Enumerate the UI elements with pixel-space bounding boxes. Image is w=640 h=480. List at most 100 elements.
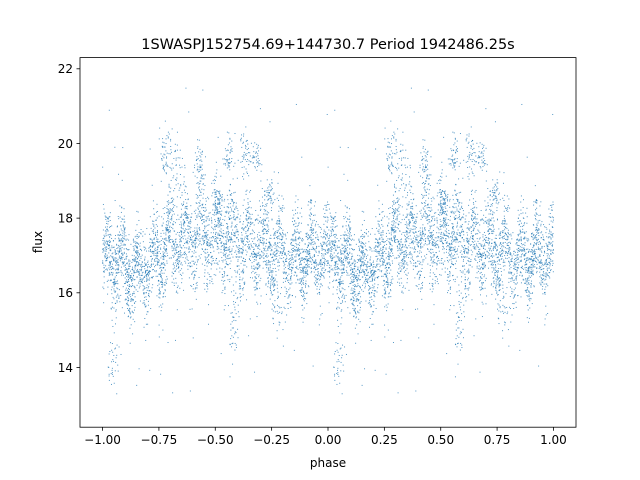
data-point xyxy=(137,211,139,213)
data-point xyxy=(161,272,163,274)
data-point xyxy=(520,259,522,261)
data-point xyxy=(152,223,154,225)
data-point xyxy=(493,186,495,188)
data-point xyxy=(240,248,242,250)
data-point xyxy=(493,280,495,282)
data-point xyxy=(306,292,308,294)
data-point xyxy=(228,165,230,167)
data-point xyxy=(436,244,438,246)
data-point xyxy=(273,260,275,262)
data-point xyxy=(434,282,436,284)
data-point xyxy=(257,144,259,146)
data-point xyxy=(229,248,231,250)
data-point xyxy=(332,293,334,295)
data-point xyxy=(446,222,448,224)
data-point xyxy=(319,273,321,275)
data-point xyxy=(301,270,303,272)
data-point xyxy=(485,239,487,241)
data-point xyxy=(134,302,136,304)
data-point xyxy=(123,262,125,264)
data-point xyxy=(354,284,356,286)
data-point xyxy=(289,254,291,256)
data-point xyxy=(495,234,497,236)
data-point xyxy=(458,290,460,292)
data-point xyxy=(202,230,204,232)
data-point xyxy=(260,222,262,224)
data-point xyxy=(494,272,496,274)
data-point xyxy=(302,291,304,293)
data-point xyxy=(393,240,395,242)
data-point xyxy=(192,337,194,339)
data-point xyxy=(218,233,220,235)
data-point xyxy=(422,261,424,263)
data-point xyxy=(450,246,452,248)
data-point xyxy=(391,138,392,140)
data-point xyxy=(449,198,451,200)
data-point xyxy=(448,252,450,254)
data-point xyxy=(441,190,443,192)
data-point xyxy=(341,309,343,311)
data-point xyxy=(225,164,227,166)
data-point xyxy=(424,212,426,214)
data-point xyxy=(495,278,497,280)
data-point xyxy=(522,279,524,281)
data-point xyxy=(137,250,139,252)
data-point xyxy=(402,262,404,264)
data-point xyxy=(450,305,452,307)
data-point xyxy=(428,189,430,191)
data-point xyxy=(401,259,403,261)
data-point xyxy=(200,216,202,218)
data-point xyxy=(202,197,204,199)
data-point xyxy=(376,251,378,253)
data-point xyxy=(528,270,530,272)
data-point xyxy=(217,262,219,264)
data-point xyxy=(330,230,332,232)
data-point xyxy=(420,240,422,242)
data-point xyxy=(534,243,536,245)
data-point xyxy=(254,289,256,291)
data-point xyxy=(489,190,491,192)
data-point xyxy=(513,295,515,297)
data-point xyxy=(148,250,150,252)
data-point xyxy=(452,225,454,227)
data-point xyxy=(321,273,323,275)
data-point xyxy=(453,166,455,168)
data-point xyxy=(412,237,414,239)
data-point xyxy=(552,241,554,243)
data-point xyxy=(440,228,442,230)
data-point xyxy=(393,200,395,202)
data-point xyxy=(140,280,142,282)
data-point xyxy=(368,276,370,278)
data-point xyxy=(209,282,211,284)
data-point xyxy=(185,186,187,188)
data-point xyxy=(421,287,423,289)
data-point xyxy=(281,238,283,240)
data-point xyxy=(112,258,114,260)
data-point xyxy=(126,238,128,240)
data-point xyxy=(378,243,380,245)
data-point xyxy=(309,201,311,203)
data-point xyxy=(381,236,383,238)
data-point xyxy=(504,255,506,257)
data-point xyxy=(183,232,184,234)
data-point xyxy=(457,205,459,207)
data-point xyxy=(272,278,274,280)
data-point xyxy=(207,272,209,274)
data-point xyxy=(273,237,275,239)
data-point xyxy=(232,256,234,258)
data-point xyxy=(278,205,280,207)
data-point xyxy=(185,241,187,243)
data-point xyxy=(153,220,155,222)
data-point xyxy=(388,169,390,171)
data-point xyxy=(392,230,394,232)
data-point xyxy=(481,162,483,164)
data-point xyxy=(159,273,161,275)
data-point xyxy=(357,300,359,302)
data-point xyxy=(203,242,205,244)
data-point xyxy=(382,211,384,213)
data-point xyxy=(248,247,250,249)
data-point xyxy=(267,269,269,271)
data-point xyxy=(317,238,319,240)
data-point xyxy=(497,270,499,272)
data-point xyxy=(174,244,176,246)
